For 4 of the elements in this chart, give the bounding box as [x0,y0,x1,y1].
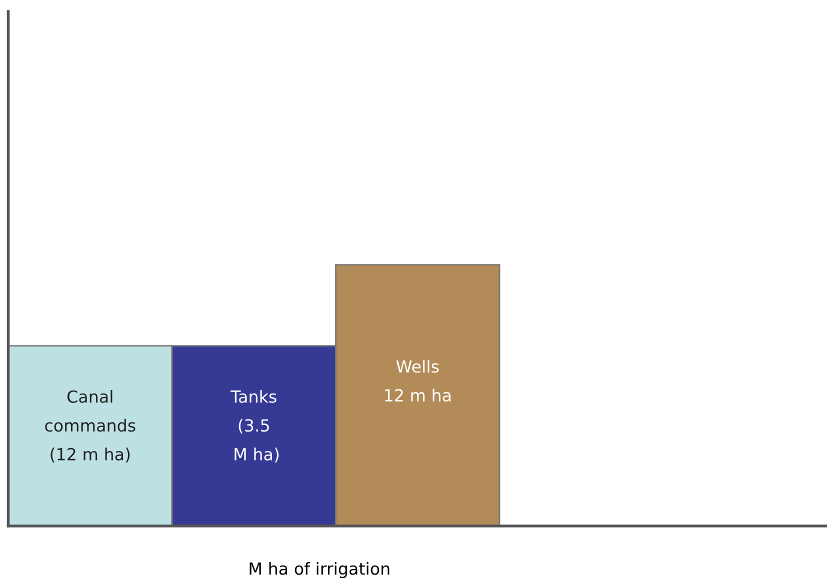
x-tick-label: Tanks (3.5 M ha) [230,390,279,462]
x-tick-label: Wells 12 m ha [385,360,451,402]
x-tick-label: Canal commands (12 m ha) [45,390,136,462]
x-axis-title: M ha of irrigation [250,562,390,578]
